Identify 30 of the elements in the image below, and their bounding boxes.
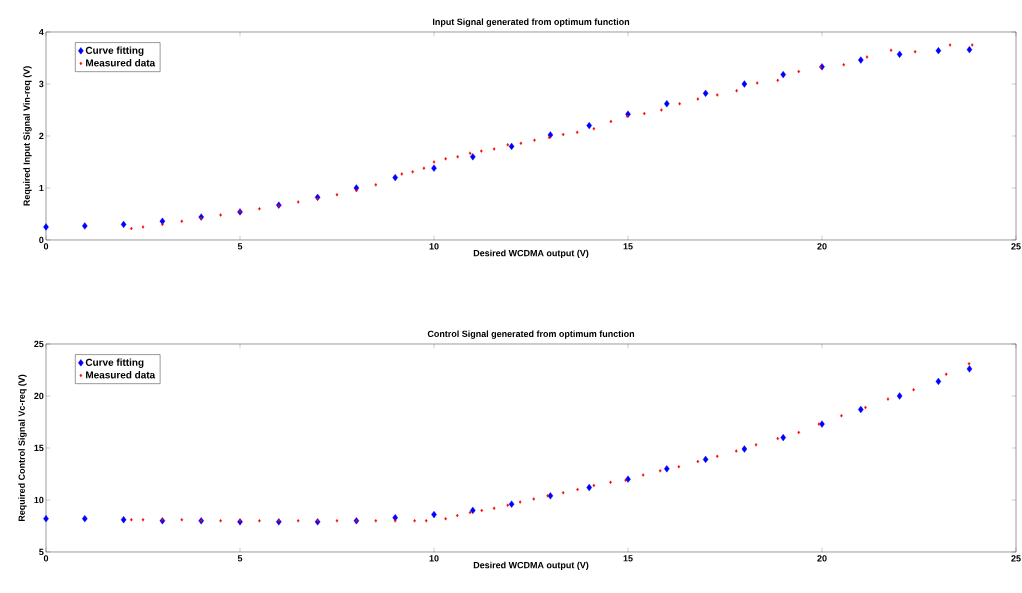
y-tick-label: 5 <box>39 548 44 556</box>
legend-label: Measured data <box>86 59 156 67</box>
y-tick-label: 20 <box>34 392 44 400</box>
chart-title: Control Signal generated from optimum function <box>427 330 635 339</box>
y-tick-label: 1 <box>39 184 44 192</box>
x-tick-label: 5 <box>237 243 243 250</box>
x-tick-label: 15 <box>623 555 633 562</box>
x-tick-label: 25 <box>1011 243 1021 250</box>
x-tick-label: 10 <box>429 555 439 562</box>
x-tick-label: 5 <box>237 555 243 562</box>
legend-label: Measured data <box>86 371 156 379</box>
y-tick-label: 0 <box>39 236 44 244</box>
x-axis-title: Desired WCDMA output (V) <box>473 561 589 571</box>
x-axis-title: Desired WCDMA output (V) <box>473 249 589 259</box>
legend-label: Curve fitting <box>85 46 144 56</box>
x-tick-label: 10 <box>429 243 439 250</box>
x-tick-label: 20 <box>817 555 827 562</box>
x-tick-label: 15 <box>623 243 633 250</box>
y-axis-title: Required Control Signal Vc-req (V) <box>18 374 27 522</box>
y-tick-label: 15 <box>34 444 44 452</box>
legend-label: Curve fitting <box>85 358 144 368</box>
y-tick-label: 2 <box>39 132 44 140</box>
y-tick-label: 3 <box>39 80 44 88</box>
y-tick-label: 25 <box>34 340 44 348</box>
y-axis-title: Required Input Signal Vin-req (V) <box>23 66 32 206</box>
y-tick-label: 10 <box>34 496 44 504</box>
x-tick-label: 25 <box>1011 555 1021 562</box>
y-tick-label: 4 <box>38 28 44 36</box>
x-tick-label: 20 <box>817 243 827 250</box>
chart-title: Input Signal generated from optimum function <box>432 18 630 27</box>
